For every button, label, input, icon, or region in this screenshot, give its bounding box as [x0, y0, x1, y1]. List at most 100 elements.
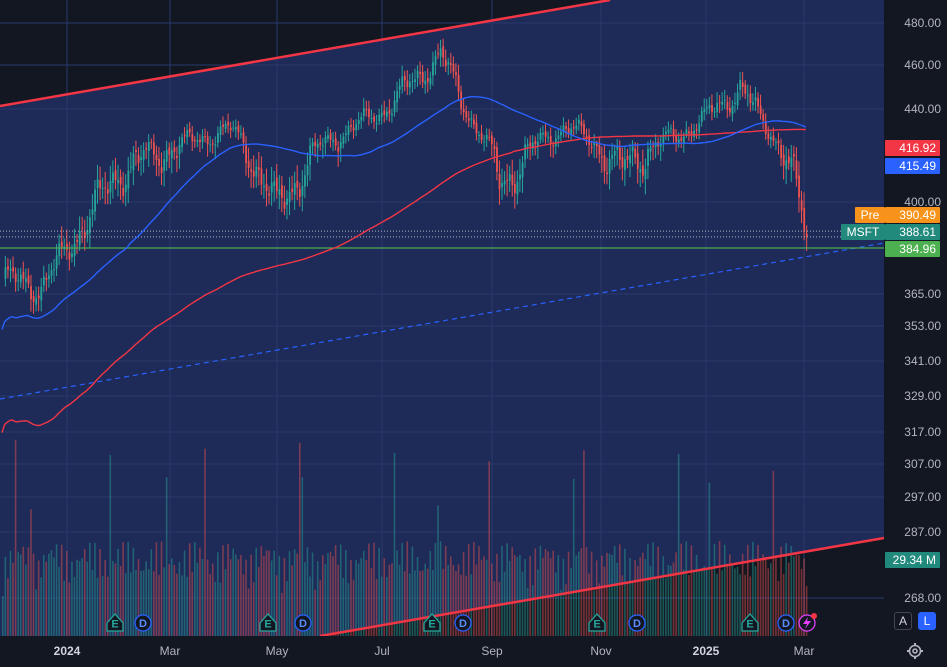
- candle-body: [452, 63, 455, 72]
- candle: [460, 85, 463, 115]
- candle: [165, 140, 168, 171]
- dividend-icon[interactable]: D: [777, 614, 795, 632]
- volume-bar: [176, 573, 178, 636]
- candle-body: [677, 139, 680, 144]
- candle: [434, 50, 437, 75]
- candle: [542, 125, 544, 143]
- candle-body: [240, 133, 242, 135]
- candle: [793, 145, 795, 171]
- volume-bar: [22, 546, 25, 636]
- earnings-icon[interactable]: E: [741, 613, 759, 632]
- candle-body: [759, 105, 762, 115]
- candle-body: [542, 133, 544, 135]
- candle-body: [787, 156, 790, 164]
- candle: [754, 86, 757, 112]
- volume-bar: [606, 552, 608, 636]
- candle-body: [222, 124, 224, 127]
- dividend-icon[interactable]: D: [454, 614, 472, 632]
- candle-body: [7, 266, 9, 270]
- volume-bar: [329, 551, 332, 636]
- candle: [178, 136, 181, 169]
- candle: [106, 181, 109, 205]
- candle: [514, 171, 516, 209]
- volume-bar: [700, 568, 703, 636]
- earnings-icon[interactable]: E: [423, 613, 441, 632]
- candle-body: [572, 127, 575, 129]
- volume-bar: [50, 550, 53, 636]
- volume-bar: [314, 589, 316, 636]
- volume-bar: [53, 557, 55, 636]
- candle: [421, 64, 424, 89]
- candle: [388, 99, 391, 122]
- volume-bar: [731, 565, 734, 636]
- gear-icon[interactable]: [906, 642, 924, 660]
- price-tick: 353.00: [904, 319, 941, 333]
- volume-bar: [229, 559, 232, 636]
- candle: [749, 85, 752, 112]
- volume-bar: [214, 581, 217, 636]
- candle-body: [598, 144, 601, 155]
- candle: [706, 99, 708, 115]
- time-axis[interactable]: 2024 Mar May Jul Sep Nov 2025 Mar: [0, 636, 947, 667]
- earnings-badge: [423, 613, 441, 632]
- auto-scale-button[interactable]: A: [894, 612, 912, 630]
- candle: [762, 109, 765, 130]
- price-tick: 341.00: [904, 354, 941, 368]
- candle-body: [245, 143, 247, 163]
- time-tick: Mar: [794, 644, 815, 658]
- candle: [624, 145, 626, 186]
- candle: [206, 131, 209, 157]
- volume-bar: [357, 563, 360, 636]
- candle-body: [644, 168, 647, 180]
- dividend-icon[interactable]: D: [134, 614, 152, 632]
- candle: [721, 92, 724, 111]
- candle-body: [194, 140, 196, 142]
- candle-body: [721, 101, 724, 105]
- candle: [800, 190, 803, 224]
- log-scale-button[interactable]: L: [918, 612, 936, 630]
- lightning-icon[interactable]: [798, 613, 817, 632]
- volume-bar: [511, 547, 514, 636]
- earnings-icon[interactable]: E: [588, 613, 606, 632]
- candle-body: [263, 186, 265, 188]
- volume-bar: [416, 556, 419, 636]
- candle: [444, 49, 447, 72]
- earnings-icon[interactable]: E: [106, 613, 124, 632]
- candle: [60, 226, 63, 259]
- candle: [713, 107, 716, 118]
- candle-body: [355, 124, 358, 131]
- volume-bar: [124, 573, 127, 636]
- volume-bar: [91, 569, 94, 636]
- candle: [222, 116, 224, 136]
- candle: [250, 158, 253, 188]
- candle-body: [613, 150, 616, 156]
- volume-bar: [462, 552, 465, 636]
- candle: [465, 105, 468, 123]
- volume-bar: [68, 582, 71, 636]
- dividend-icon[interactable]: D: [628, 614, 646, 632]
- volume-bar: [137, 559, 140, 636]
- candle: [688, 126, 690, 141]
- volume-bar: [27, 547, 30, 636]
- price-axis[interactable]: 480.00 460.00 440.00 400.00 365.00 353.00 341.…: [884, 0, 947, 640]
- volume-bar: [716, 573, 718, 636]
- candle: [368, 100, 370, 126]
- volume-bar: [723, 544, 726, 636]
- volume-bar: [273, 550, 275, 636]
- candle: [153, 134, 155, 166]
- candle: [557, 128, 560, 148]
- time-axis-bg: [0, 636, 947, 667]
- earnings-icon[interactable]: E: [259, 613, 277, 632]
- candle-body: [124, 184, 127, 193]
- volume-bar: [672, 562, 675, 636]
- candle: [693, 123, 695, 141]
- ma50-badge-bg: [885, 158, 940, 174]
- candle: [40, 278, 43, 312]
- volume-bar: [787, 562, 790, 636]
- volume-bar: [475, 564, 478, 636]
- candle-body: [42, 276, 45, 286]
- dividend-icon[interactable]: D: [294, 614, 312, 632]
- volume-bar: [521, 571, 524, 636]
